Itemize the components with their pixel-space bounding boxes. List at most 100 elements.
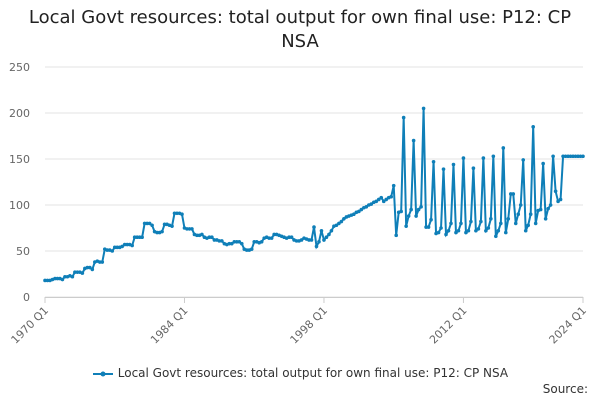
point <box>494 234 498 239</box>
x-tick-label: 2024 Q1 <box>547 304 590 347</box>
point <box>528 212 533 216</box>
point <box>496 228 501 233</box>
point <box>207 235 212 239</box>
point <box>461 156 466 160</box>
point <box>481 156 486 160</box>
point <box>145 221 149 226</box>
point <box>513 221 518 226</box>
point <box>499 221 503 226</box>
point <box>518 203 523 207</box>
point <box>421 106 426 111</box>
point <box>566 154 570 159</box>
point <box>324 235 329 239</box>
point <box>451 162 456 167</box>
point <box>259 240 264 244</box>
x-tick-label: 1998 Q1 <box>288 304 331 347</box>
point <box>190 227 194 231</box>
point <box>132 235 137 239</box>
point <box>546 206 550 211</box>
point <box>73 270 77 274</box>
point <box>573 154 578 159</box>
point <box>563 154 568 159</box>
point <box>60 277 65 282</box>
point <box>578 154 583 159</box>
point <box>431 159 436 164</box>
point <box>115 245 120 250</box>
point <box>160 229 164 234</box>
point <box>122 242 127 247</box>
point <box>419 205 423 209</box>
point <box>299 238 304 242</box>
point <box>170 224 174 228</box>
point <box>404 224 408 228</box>
x-tick-label: 2012 Q1 <box>427 304 470 347</box>
point <box>135 235 139 239</box>
point <box>210 235 214 239</box>
point <box>571 154 575 159</box>
point <box>436 230 441 235</box>
point <box>503 230 508 235</box>
point <box>359 207 364 212</box>
point <box>142 221 147 226</box>
point <box>269 236 274 240</box>
point <box>581 154 585 159</box>
point <box>389 194 394 199</box>
point <box>88 265 92 270</box>
point <box>322 238 326 242</box>
point <box>232 240 237 244</box>
point <box>476 227 481 231</box>
point <box>337 221 341 226</box>
point <box>55 276 60 281</box>
point <box>394 233 398 238</box>
y-tick-label: 0 <box>23 291 30 304</box>
point <box>381 199 386 204</box>
point <box>317 240 321 244</box>
point <box>444 232 448 237</box>
point <box>147 221 152 226</box>
point <box>105 248 110 252</box>
point <box>568 154 573 159</box>
point <box>195 233 199 238</box>
point <box>411 138 416 143</box>
point <box>162 222 167 227</box>
point <box>357 209 361 214</box>
point <box>185 227 189 231</box>
point <box>441 167 446 171</box>
point <box>541 161 545 166</box>
point <box>538 207 543 212</box>
point <box>287 235 291 239</box>
point <box>180 212 184 216</box>
point <box>471 166 476 170</box>
legend-marker <box>100 371 106 376</box>
point <box>125 242 129 247</box>
point <box>466 228 471 233</box>
point <box>409 207 413 212</box>
point <box>150 223 154 228</box>
point <box>364 205 369 209</box>
point <box>112 245 117 250</box>
point <box>90 267 95 272</box>
point <box>426 225 431 229</box>
point <box>379 195 384 200</box>
point <box>521 158 526 162</box>
legend-swatch <box>92 371 113 376</box>
point <box>289 235 294 239</box>
point <box>376 197 381 202</box>
point <box>140 235 144 239</box>
point <box>416 207 421 212</box>
y-tick-label: 250 <box>9 61 30 74</box>
point <box>352 212 356 216</box>
point <box>424 225 428 229</box>
point <box>137 235 142 239</box>
point <box>252 240 257 244</box>
point <box>406 214 411 218</box>
legend: Local Govt resources: total output for o… <box>0 366 600 380</box>
point <box>446 228 451 233</box>
y-tick-label: 100 <box>9 199 30 212</box>
point <box>227 241 232 246</box>
point <box>459 221 463 226</box>
point <box>516 212 521 216</box>
point <box>249 247 254 251</box>
